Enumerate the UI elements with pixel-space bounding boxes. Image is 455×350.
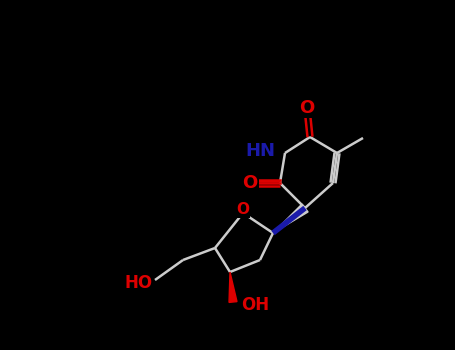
Text: OH: OH <box>241 296 269 314</box>
Text: O: O <box>237 203 249 217</box>
Polygon shape <box>273 204 308 233</box>
Text: O: O <box>243 174 258 192</box>
Text: HN: HN <box>245 142 275 160</box>
Polygon shape <box>229 272 237 302</box>
Text: O: O <box>299 99 314 117</box>
Text: HO: HO <box>125 274 153 292</box>
